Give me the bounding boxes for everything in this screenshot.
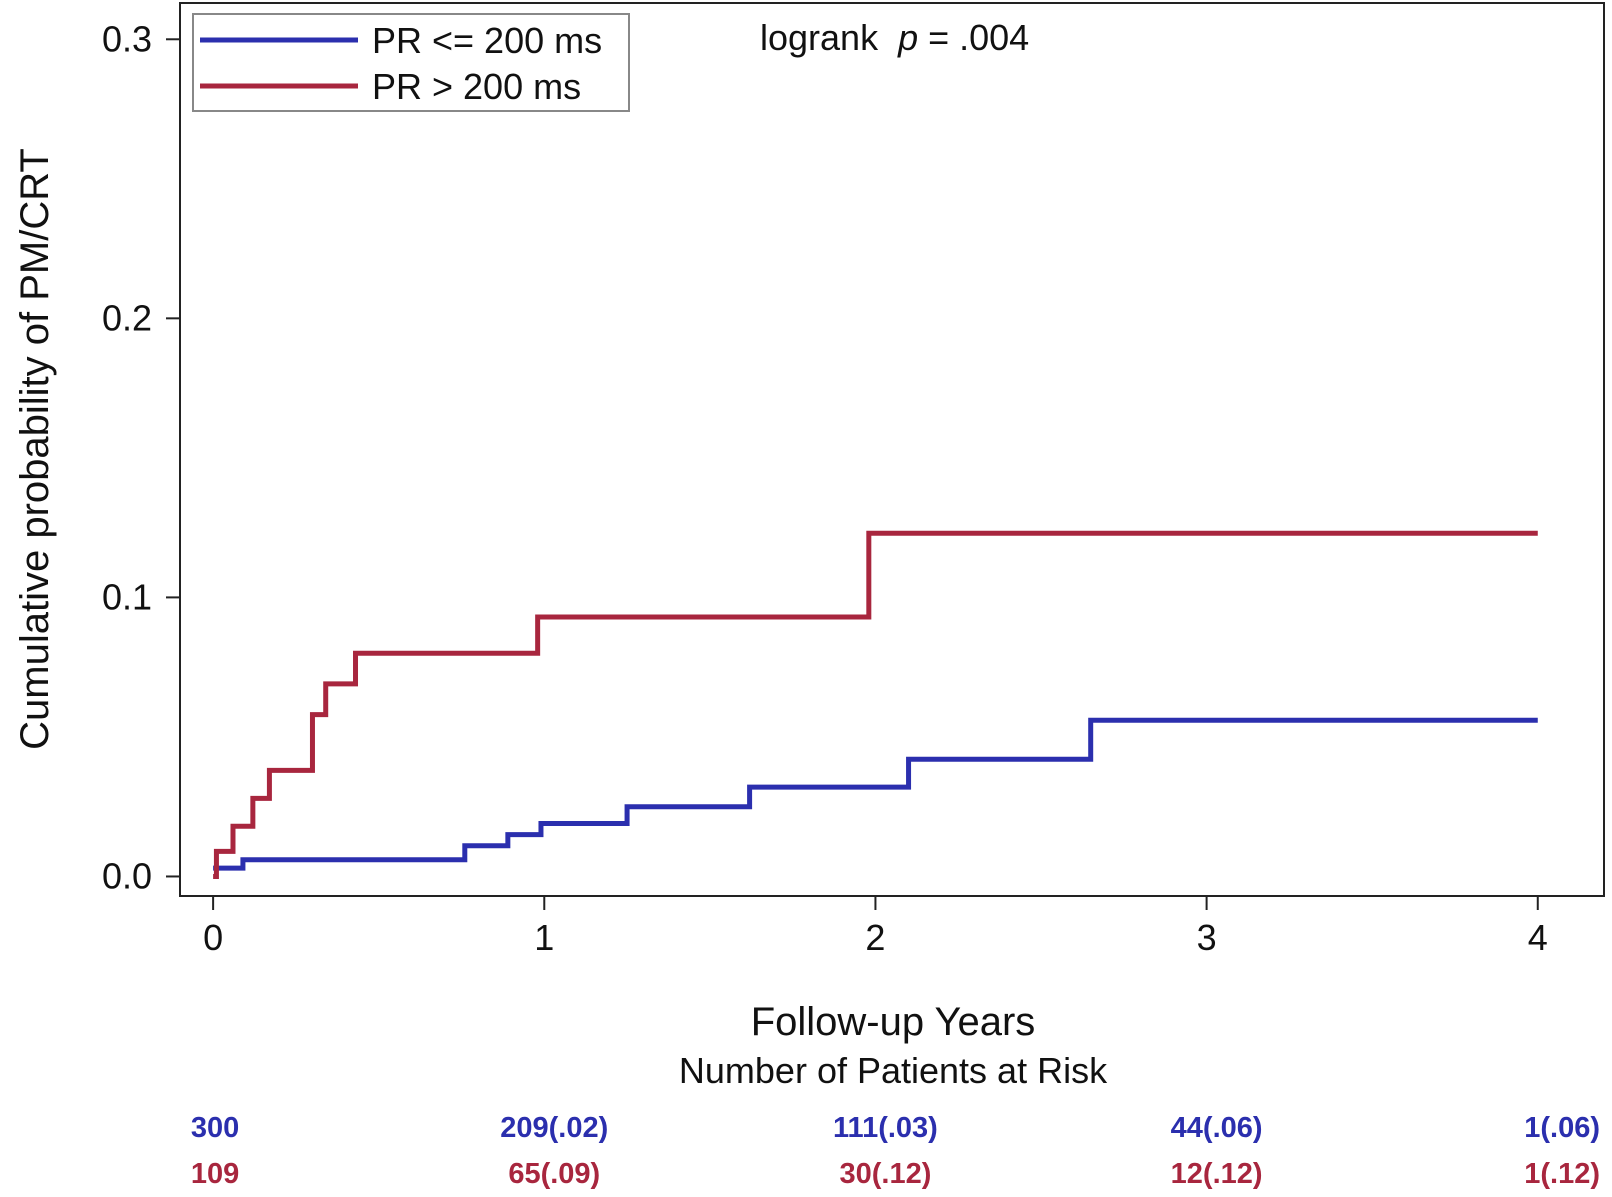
- logrank-prefix: logrank: [760, 17, 898, 58]
- legend-label-pr-gt-200: PR > 200 ms: [372, 66, 581, 107]
- risk-value: 111(.03): [833, 1112, 938, 1144]
- risk-value: 1(.12): [1524, 1158, 1600, 1190]
- x-tick-label: 3: [1197, 917, 1217, 958]
- y-axis-title: Cumulative probability of PM/CRT: [13, 148, 57, 750]
- y-tick-label: 0.1: [102, 576, 152, 617]
- y-axis: 0.0 0.1 0.2 0.3: [102, 18, 180, 896]
- x-axis: 0 1 2 3 4: [203, 896, 1548, 958]
- legend-box: [192, 13, 630, 112]
- plot-frame: [179, 2, 1605, 897]
- logrank-value: = .004: [918, 17, 1029, 58]
- risk-value: 209(.02): [500, 1112, 608, 1144]
- logrank-annotation: logrank p = .004: [760, 17, 1029, 58]
- series-layer: [213, 530, 1538, 879]
- logrank-p: p: [897, 17, 918, 58]
- y-tick-label: 0.3: [102, 18, 152, 59]
- risk-table-title: Number of Patients at Risk: [679, 1050, 1108, 1091]
- legend: PR <= 200 ms PR > 200 ms: [192, 13, 630, 112]
- risk-table: 300 209(.02) 111(.03) 44(.06) 1(.06) 109 65(.0…: [191, 1112, 1600, 1190]
- risk-value: 65(.09): [508, 1158, 600, 1190]
- y-tick-label: 0.2: [102, 297, 152, 338]
- risk-value: 12(.12): [1171, 1158, 1263, 1190]
- x-tick-label: 2: [865, 917, 885, 958]
- risk-value: 30(.12): [839, 1158, 931, 1190]
- x-tick-label: 0: [203, 917, 223, 958]
- risk-value: 44(.06): [1171, 1112, 1263, 1144]
- x-tick-label: 1: [534, 917, 554, 958]
- x-axis-title: Follow-up Years: [751, 1000, 1036, 1044]
- risk-value: 300: [191, 1112, 239, 1144]
- risk-value: 109: [191, 1158, 239, 1190]
- series-line-0: [213, 717, 1538, 871]
- legend-label-pr-le-200: PR <= 200 ms: [372, 20, 602, 61]
- risk-value: 1(.06): [1524, 1112, 1600, 1144]
- series-line-1: [213, 530, 1538, 879]
- x-tick-label: 4: [1528, 917, 1548, 958]
- y-tick-label: 0.0: [102, 855, 152, 896]
